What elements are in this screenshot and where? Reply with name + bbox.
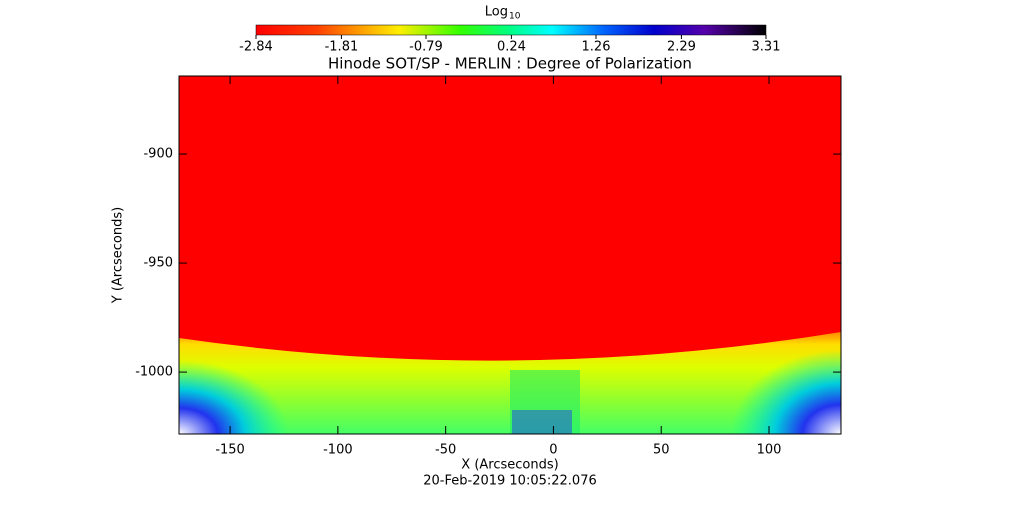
- plot-frame: [178, 75, 842, 435]
- colorbar-label: Log: [485, 5, 508, 20]
- chart-title: Hinode SOT/SP - MERLIN : Degree of Polar…: [328, 55, 692, 73]
- x-tick-label: 0: [549, 443, 557, 458]
- y-tick-label: -950: [143, 256, 173, 271]
- colorbar-tick-label: -0.79: [409, 40, 443, 55]
- colorbar-tick-label: 1.26: [582, 40, 611, 55]
- x-tick-label: 50: [653, 443, 670, 458]
- y-axis-label: Y (Arcseconds): [111, 207, 126, 304]
- colorbar-tick-label: 3.31: [752, 40, 781, 55]
- x-tick-label: 100: [757, 443, 782, 458]
- colorbar-tick-label: 0.24: [497, 40, 526, 55]
- colorbar: [255, 24, 767, 36]
- colorbar-tick-label: 2.29: [667, 40, 696, 55]
- y-tick-label: -900: [143, 147, 173, 162]
- x-tick-label: -100: [323, 443, 353, 458]
- colorbar-tick-label: -1.81: [325, 40, 359, 55]
- colorbar-tick-label: -2.84: [239, 40, 273, 55]
- polarization-image: [179, 76, 841, 434]
- x-axis-label: X (Arcseconds): [461, 458, 558, 473]
- x-tick-label: -150: [215, 443, 245, 458]
- footer-date: 20-Feb-2019 10:05:22.076: [423, 474, 597, 489]
- y-tick-label: -1000: [135, 365, 173, 380]
- colorbar-label-sub: 10: [509, 12, 521, 22]
- x-tick-label: -50: [435, 443, 456, 458]
